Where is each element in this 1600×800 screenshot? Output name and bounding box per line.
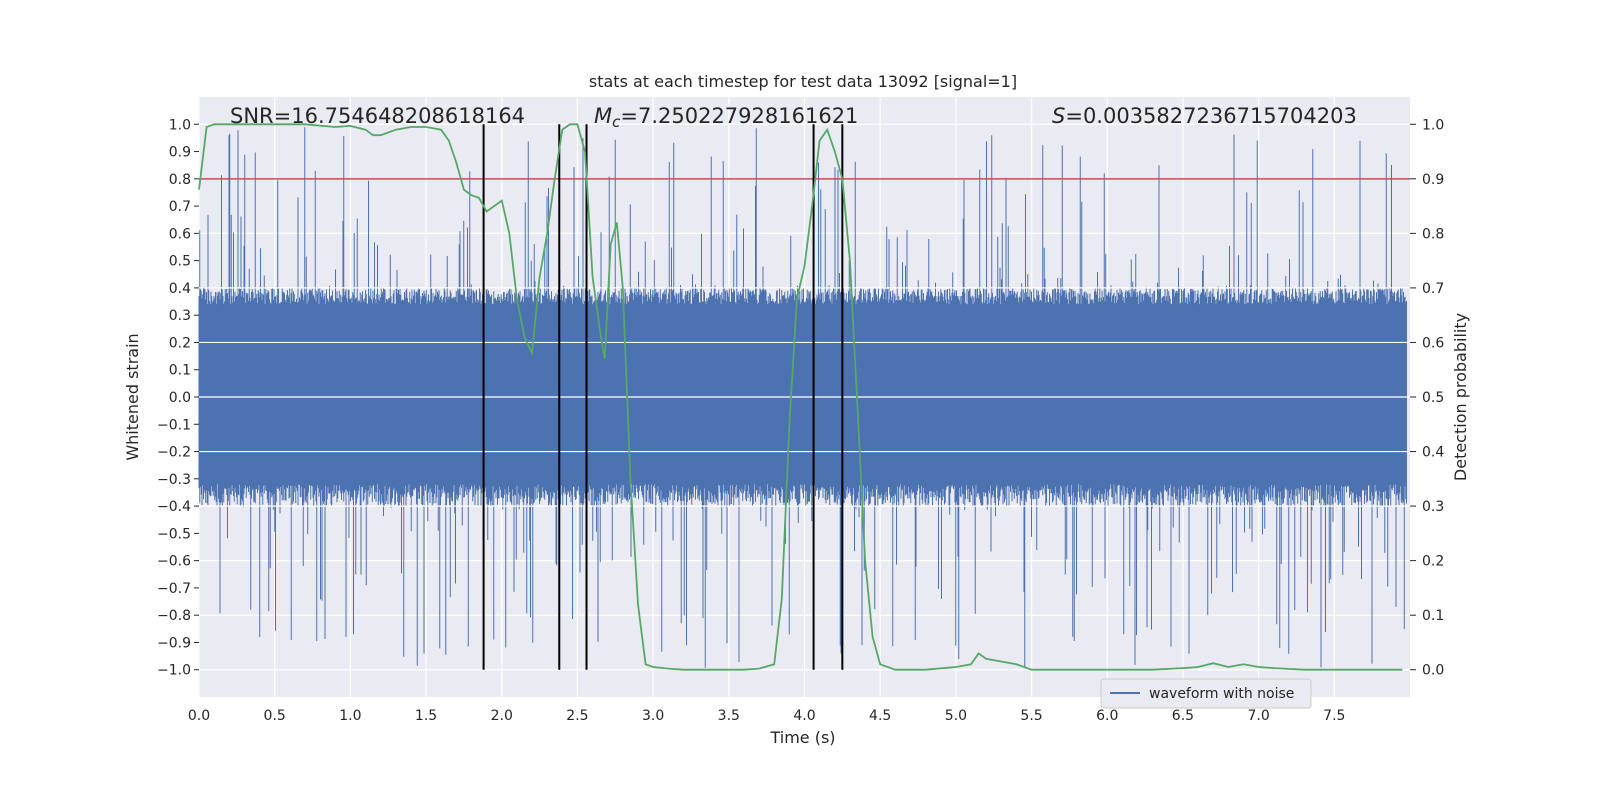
- y-tick-label: 0.1: [169, 363, 191, 379]
- y-tick-label: 0.6: [169, 226, 191, 242]
- s-statistic-symbol: S: [1052, 104, 1065, 128]
- y-tick-label: 0.4: [169, 281, 191, 297]
- y-tick-label: 0.8: [169, 172, 191, 188]
- chirp-mass-symbol: M: [594, 104, 612, 128]
- chirp-mass-annotation: Mc=7.250227928161621: [594, 104, 858, 131]
- x-tick-label: 6.0: [1096, 708, 1118, 724]
- x-tick-label: 1.0: [339, 708, 361, 724]
- x-tick-label: 5.5: [1020, 708, 1042, 724]
- x-tick-label: 0.0: [188, 708, 210, 724]
- x-tick-label: 3.0: [642, 708, 664, 724]
- x-tick-label: 5.0: [945, 708, 967, 724]
- y2-tick-label: 0.0: [1422, 663, 1444, 679]
- x-tick-labels: 0.0 0.5 1.0 1.5 2.0 2.5 3.0 3.5 4.0 4.5 5.0 5.5 6.0 6…: [188, 708, 1346, 724]
- waveform-series: [198, 127, 1407, 668]
- x-tick-label: 2.0: [491, 708, 513, 724]
- y2-tick-label: 0.1: [1422, 608, 1444, 624]
- y-tick-label: −0.1: [157, 417, 191, 433]
- y2-tick-label: 0.7: [1422, 281, 1444, 297]
- y2-tick-label: 0.9: [1422, 172, 1444, 188]
- y-tick-label: −0.2: [157, 445, 191, 461]
- chirp-mass-subscript: c: [612, 113, 621, 131]
- y-axis-label: Whitened strain: [123, 333, 142, 460]
- y2-axis-label: Detection probability: [1451, 313, 1470, 481]
- y-tick-label: 0.2: [169, 335, 191, 351]
- y-tick-label: −0.8: [157, 608, 191, 624]
- legend-label-waveform: waveform with noise: [1149, 686, 1294, 702]
- y2-tick-label: 0.4: [1422, 445, 1444, 461]
- y-tick-label: −0.5: [157, 526, 191, 542]
- x-tick-label: 7.5: [1323, 708, 1345, 724]
- waveform-line: [198, 127, 1407, 668]
- x-tick-label: 3.5: [718, 708, 740, 724]
- x-tick-label: 7.0: [1247, 708, 1269, 724]
- s-statistic-annotation: S=0.0035827236715704203: [1052, 104, 1357, 128]
- y-tick-label: 0.7: [169, 199, 191, 215]
- legend: waveform with noise: [1100, 678, 1312, 709]
- y2-tick-label: 0.8: [1422, 226, 1444, 242]
- y-tick-label: 0.9: [169, 145, 191, 161]
- y-tick-label: −0.9: [157, 635, 191, 651]
- vline-group: [482, 124, 844, 670]
- y-tick-label: −1.0: [157, 663, 191, 679]
- y2-tick-label: 0.5: [1422, 390, 1444, 406]
- x-tick-label: 6.5: [1172, 708, 1194, 724]
- y-tick-label: 0.5: [169, 254, 191, 270]
- probability-series: [198, 123, 1403, 671]
- y-tick-label: −0.4: [157, 499, 191, 515]
- y-tick-labels: 1.0 0.9 0.8 0.7 0.6 0.5 0.4 0.3 0.2 0.1 0.0 −0.1 −0.…: [157, 117, 199, 679]
- x-tick-label: 4.5: [869, 708, 891, 724]
- x-tick-label: 4.0: [793, 708, 815, 724]
- x-tick-label: 1.5: [415, 708, 437, 724]
- probability-line: [198, 123, 1403, 671]
- y2-tick-label: 0.2: [1422, 554, 1444, 570]
- y-tick-label: −0.7: [157, 581, 191, 597]
- threshold-line-group: [199, 178, 1410, 507]
- y-tick-label: 0.0: [169, 390, 191, 406]
- y2-tick-label: 0.3: [1422, 499, 1444, 515]
- y-tick-label: −0.3: [157, 472, 191, 488]
- y-tick-label: −0.6: [157, 554, 191, 570]
- x-axis-label: Time (s): [769, 728, 835, 747]
- y2-tick-labels: 1.0 0.9 0.8 0.7 0.6 0.5 0.4 0.3 0.2 0.1 0.0: [1410, 117, 1444, 679]
- y2-tick-label: 0.6: [1422, 335, 1444, 351]
- y2-tick-label: 1.0: [1422, 117, 1444, 133]
- chart-title: stats at each timestep for test data 130…: [589, 72, 1017, 91]
- x-tick-label: 0.5: [264, 708, 286, 724]
- s-statistic-value: =0.0035827236715704203: [1065, 104, 1357, 128]
- y-tick-label: 1.0: [169, 117, 191, 133]
- legend-box: [1100, 678, 1312, 709]
- snr-annotation: SNR=16.754648208618164: [230, 104, 525, 128]
- x-tick-label: 2.5: [566, 708, 588, 724]
- chirp-mass-value: =7.250227928161621: [620, 104, 858, 128]
- y-tick-label: 0.3: [169, 308, 191, 324]
